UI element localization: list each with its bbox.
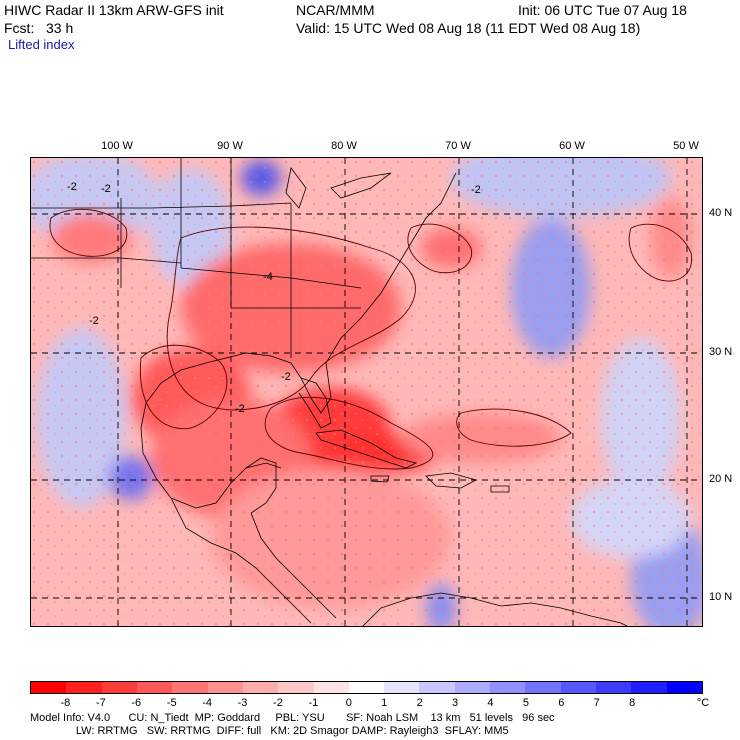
- colorbar-tick-label: -5: [166, 697, 177, 709]
- colorbar-swatch: [348, 682, 385, 693]
- colorbar-tick-label: 2: [416, 697, 423, 709]
- colorbar-swatch: [631, 682, 667, 693]
- lon-label: 70 W: [445, 140, 471, 152]
- colorbar-swatch: [136, 682, 173, 693]
- lifted-index-contours: [49, 208, 693, 470]
- colorbar-tick-label: 5: [522, 697, 529, 709]
- colorbar-swatch: [207, 682, 243, 693]
- colorbar-tick-label: 7: [593, 697, 600, 709]
- lon-label: 60 W: [559, 140, 585, 152]
- colorbar: [30, 681, 703, 694]
- valid-time: Valid: 15 UTC Wed 08 Aug 18 (11 EDT Wed …: [296, 20, 641, 36]
- colorbar-swatch: [454, 682, 491, 693]
- contour-label: -2: [471, 184, 481, 196]
- lat-label: 10 N: [709, 591, 733, 603]
- lon-label: 90 W: [217, 140, 243, 152]
- contour-label: -2: [101, 183, 111, 195]
- lat-label: 20 N: [709, 473, 733, 485]
- colorbar-swatch: [666, 682, 702, 693]
- colorbar-tick-label: -8: [60, 697, 71, 709]
- colorbar-tick-label: -7: [95, 697, 106, 709]
- colorbar-swatch: [525, 682, 561, 693]
- colorbar-swatch: [384, 682, 420, 693]
- map-canvas: -2 -2 -2 -4 -2 -2 -2: [31, 158, 702, 626]
- colorbar-tick-label: -2: [273, 697, 283, 709]
- colorbar-swatch: [101, 682, 137, 693]
- model-info-line1: Model Info: V4.0 CU: N_Tiedt MP: Goddard…: [30, 712, 555, 724]
- lat-label: 30 N: [709, 346, 733, 358]
- contour-label: -4: [263, 271, 273, 283]
- model-title: HIWC Radar II 13km ARW-GFS init: [4, 2, 224, 18]
- colorbar-swatch: [242, 682, 279, 693]
- agency-label: NCAR/MMM: [296, 2, 375, 18]
- colorbar-swatch: [490, 682, 526, 693]
- colorbar-tick-label: 0: [345, 697, 352, 709]
- colorbar-tick-label: -1: [308, 697, 319, 709]
- colorbar-swatch: [313, 682, 349, 693]
- field-name: Lifted index: [8, 37, 75, 52]
- colorbar-swatch: [278, 682, 314, 693]
- forecast-hour: Fcst: 33 h: [4, 20, 74, 36]
- lon-label: 50 W: [673, 140, 699, 152]
- colorbar-tick-label: -3: [237, 697, 248, 709]
- colorbar-swatch: [172, 682, 208, 693]
- colorbar-unit: °C: [696, 697, 710, 709]
- colorbar-swatch: [560, 682, 596, 693]
- colorbar-swatch: [596, 682, 632, 693]
- contour-label: -2: [89, 315, 99, 327]
- model-info-line2: LW: RRTMG SW: RRTMG DIFF: full KM: 2D Sm…: [30, 725, 509, 737]
- lat-lon-grid: [31, 158, 702, 626]
- colorbar-tick-label: -4: [202, 697, 212, 709]
- lon-label: 100 W: [101, 140, 133, 152]
- contour-label: -2: [67, 181, 77, 193]
- colorbar-tick-label: -6: [131, 697, 142, 709]
- coastlines: [31, 158, 628, 626]
- colorbar-tick-label: 6: [558, 697, 565, 709]
- colorbar-tick-label: 4: [487, 697, 494, 709]
- init-time: Init: 06 UTC Tue 07 Aug 18: [518, 2, 687, 18]
- lat-label: 40 N: [709, 207, 733, 219]
- colorbar-tick-label: 1: [381, 697, 388, 709]
- lifted-index-map: -2 -2 -2 -4 -2 -2 -2: [30, 157, 703, 627]
- contour-label: -2: [235, 403, 245, 415]
- colorbar-tick-label: 8: [629, 697, 636, 709]
- lon-label: 80 W: [331, 140, 357, 152]
- colorbar-tick-label: 3: [451, 697, 459, 709]
- colorbar-swatch: [66, 682, 102, 693]
- contour-label: -2: [281, 371, 291, 383]
- colorbar-swatch: [31, 682, 67, 693]
- colorbar-swatch: [419, 682, 455, 693]
